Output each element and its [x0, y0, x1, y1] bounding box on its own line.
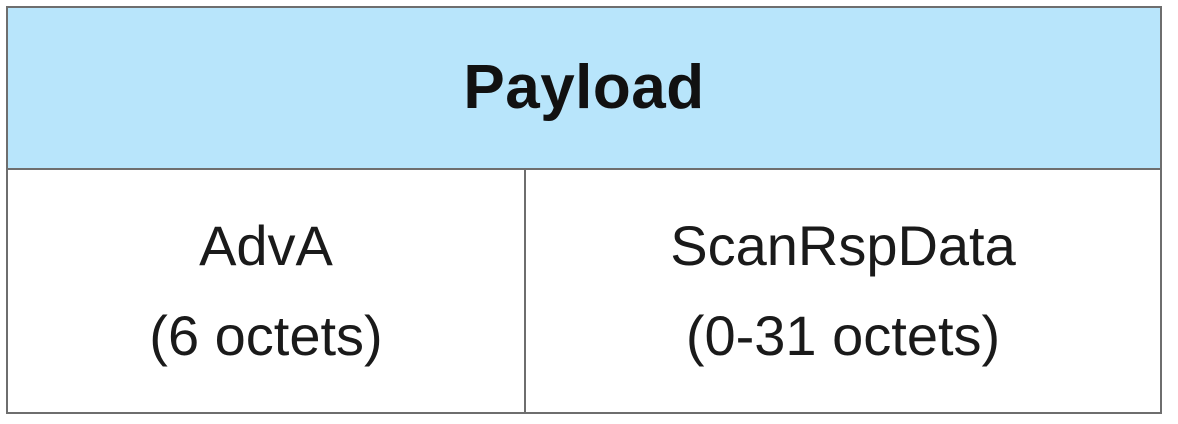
- field-adva-name: AdvA: [199, 214, 333, 278]
- field-scanrspdata: ScanRspData (0-31 octets): [526, 170, 1160, 412]
- payload-fields: AdvA (6 octets) ScanRspData (0-31 octets…: [8, 170, 1160, 412]
- field-adva: AdvA (6 octets): [8, 170, 526, 412]
- payload-title: Payload: [463, 53, 705, 122]
- field-adva-size: (6 octets): [149, 304, 383, 367]
- field-scanrspdata-name: ScanRspData: [670, 214, 1016, 278]
- payload-diagram: Payload AdvA (6 octets) ScanRspData (0-3…: [6, 6, 1162, 414]
- payload-header: Payload: [8, 8, 1160, 170]
- field-scanrspdata-size: (0-31 octets): [685, 304, 1001, 367]
